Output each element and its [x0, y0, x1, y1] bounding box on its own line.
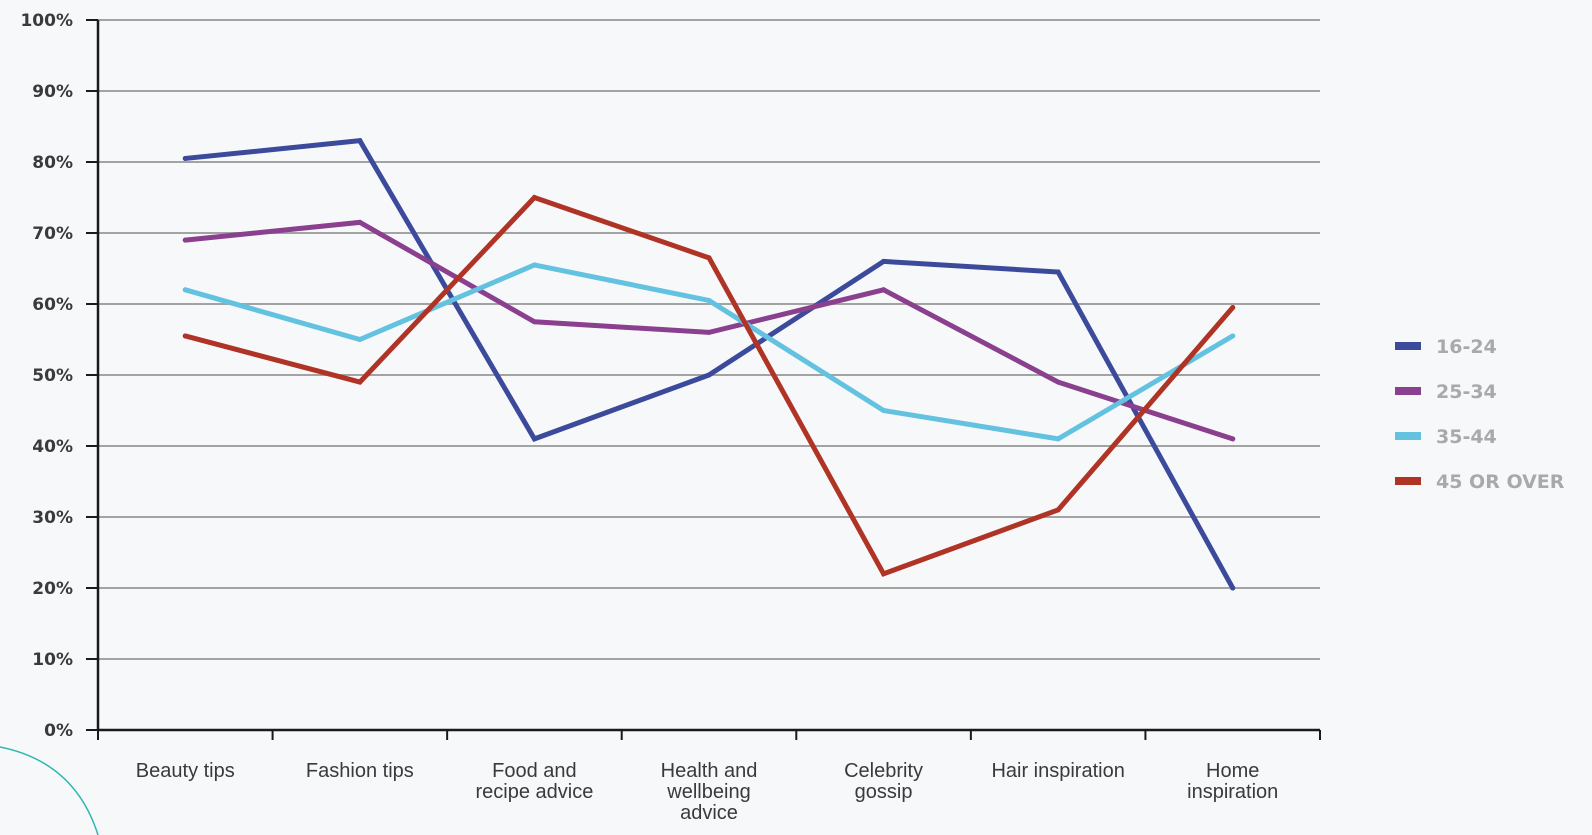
data-point — [357, 337, 363, 342]
data-point — [182, 333, 188, 339]
legend-label: 16-24 — [1436, 336, 1497, 358]
x-tick-label: recipe advice — [476, 781, 594, 803]
y-tick-label: 100% — [20, 11, 73, 31]
x-tick-label: wellbeing — [666, 781, 750, 803]
x-tick-label: advice — [680, 802, 738, 824]
y-tick-label: 80% — [32, 153, 73, 173]
legend-swatch — [1395, 387, 1421, 395]
data-point — [706, 297, 712, 303]
axes: 0% 10% 20% 30% 40% 50% 60% 70% 80% 90% 100% Beauty … — [20, 11, 1321, 824]
data-point — [706, 372, 712, 378]
series-line-16-24 — [182, 138, 1236, 591]
data-point — [706, 329, 712, 335]
data-point — [881, 258, 887, 264]
data-point — [1230, 436, 1236, 442]
data-point — [531, 195, 537, 200]
data-point — [1055, 507, 1061, 513]
x-tick-label: gossip — [855, 781, 913, 803]
y-tick-label: 90% — [32, 82, 73, 102]
legend-swatch — [1395, 342, 1421, 350]
x-tick-label: Food and — [492, 760, 577, 782]
data-point — [1230, 585, 1236, 591]
x-tick-label: Beauty tips — [136, 760, 235, 782]
x-tick-label: Home — [1206, 760, 1259, 782]
series-line-35-44 — [182, 262, 1236, 442]
series-lines — [182, 138, 1236, 591]
y-tick-label: 50% — [32, 366, 73, 386]
y-tick-label: 30% — [32, 508, 73, 528]
gridlines — [98, 19, 1320, 660]
y-tick-label: 0% — [44, 721, 73, 741]
x-tick-label: Celebrity — [844, 760, 923, 782]
data-point — [531, 319, 537, 325]
legend-swatch — [1395, 432, 1421, 440]
x-tick-label: inspiration — [1187, 781, 1278, 803]
data-point — [881, 408, 887, 413]
data-point — [1055, 269, 1061, 275]
data-point — [357, 219, 363, 225]
y-tick-label: 20% — [32, 579, 73, 599]
y-tick-label: 70% — [32, 224, 73, 244]
legend-label: 25-34 — [1436, 381, 1497, 403]
data-point — [1230, 333, 1236, 339]
y-tick-label: 10% — [32, 650, 73, 670]
data-point — [1055, 436, 1061, 442]
data-point — [182, 287, 188, 293]
data-point — [881, 287, 887, 293]
legend-label: 45 OR OVER — [1436, 471, 1565, 493]
data-point — [1230, 305, 1236, 311]
data-point — [881, 571, 887, 577]
legend-label: 35-44 — [1436, 426, 1497, 448]
data-point — [357, 379, 363, 385]
y-tick-label: 60% — [32, 295, 73, 315]
data-point — [357, 138, 363, 144]
legend: 16-24 25-34 35-44 45 OR OVER — [1395, 336, 1565, 493]
x-tick-label: Hair inspiration — [991, 760, 1124, 782]
data-point — [531, 436, 537, 442]
decorative-arc — [0, 746, 99, 835]
data-point — [706, 255, 712, 261]
x-tick-label: Health and — [661, 760, 758, 782]
data-point — [531, 262, 537, 268]
data-point — [1055, 379, 1061, 385]
data-point — [182, 237, 188, 243]
x-tick-label: Fashion tips — [306, 760, 414, 782]
y-tick-label: 40% — [32, 437, 73, 457]
legend-swatch — [1395, 477, 1421, 485]
data-point — [182, 155, 188, 161]
